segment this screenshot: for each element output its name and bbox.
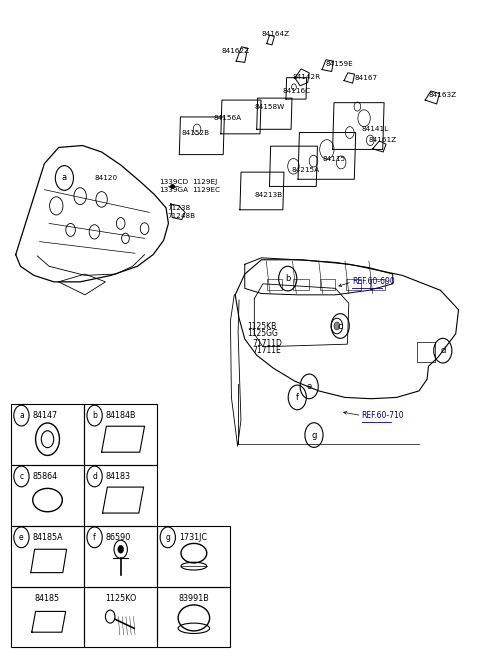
Text: g: g xyxy=(312,430,317,439)
Text: 71248B: 71248B xyxy=(168,213,195,218)
Text: 84183: 84183 xyxy=(106,472,131,481)
Text: 84185A: 84185A xyxy=(33,533,63,542)
Circle shape xyxy=(334,322,340,330)
Text: 1125GG: 1125GG xyxy=(247,329,278,338)
Bar xyxy=(293,279,309,289)
Text: d: d xyxy=(92,472,97,481)
Text: 84116C: 84116C xyxy=(283,88,311,94)
Text: f: f xyxy=(93,533,96,542)
Text: 1339CD: 1339CD xyxy=(159,179,188,185)
Bar xyxy=(11,465,84,526)
Text: b: b xyxy=(92,411,97,420)
Text: 84215A: 84215A xyxy=(291,167,320,173)
Text: 84185: 84185 xyxy=(35,594,60,602)
Bar xyxy=(320,279,335,289)
Bar xyxy=(370,279,385,289)
Text: 84120: 84120 xyxy=(95,175,118,181)
Text: 71711E: 71711E xyxy=(252,346,281,355)
Text: 85864: 85864 xyxy=(33,472,58,481)
Text: 71238: 71238 xyxy=(168,205,191,211)
Bar xyxy=(84,465,157,526)
Bar xyxy=(84,587,157,647)
Text: 83991B: 83991B xyxy=(179,594,209,602)
Text: 84162Z: 84162Z xyxy=(222,48,250,53)
Text: 84213B: 84213B xyxy=(254,192,282,198)
Text: 84115: 84115 xyxy=(322,155,345,162)
Text: 84161Z: 84161Z xyxy=(369,138,397,143)
Text: 84147: 84147 xyxy=(33,411,58,420)
Text: d: d xyxy=(440,346,445,355)
Text: 84163Z: 84163Z xyxy=(429,92,456,98)
Bar xyxy=(11,526,84,587)
Text: 84152B: 84152B xyxy=(182,130,210,136)
Bar xyxy=(11,404,84,465)
Text: 1125KB: 1125KB xyxy=(247,321,276,331)
Text: 84159E: 84159E xyxy=(326,61,354,67)
Bar xyxy=(157,526,230,587)
Text: 86590: 86590 xyxy=(106,533,131,542)
Text: c: c xyxy=(338,321,343,331)
Text: e: e xyxy=(307,382,312,391)
Text: 84142R: 84142R xyxy=(292,74,321,80)
Text: 84156A: 84156A xyxy=(214,115,242,121)
Text: a: a xyxy=(19,411,24,420)
Text: REF.60-710: REF.60-710 xyxy=(362,411,404,420)
Text: 1731JC: 1731JC xyxy=(179,533,207,542)
Text: e: e xyxy=(19,533,24,542)
Text: a: a xyxy=(62,173,67,183)
Text: 84164Z: 84164Z xyxy=(262,31,290,37)
Text: 84158W: 84158W xyxy=(254,104,285,110)
Text: 1129EC: 1129EC xyxy=(192,186,220,192)
Text: b: b xyxy=(285,274,290,283)
Text: 84184B: 84184B xyxy=(106,411,136,420)
Bar xyxy=(157,587,230,647)
Text: g: g xyxy=(165,533,170,542)
Circle shape xyxy=(118,545,123,553)
Text: c: c xyxy=(19,472,24,481)
Text: 71711D: 71711D xyxy=(252,339,282,348)
Bar xyxy=(267,279,282,289)
Text: 1125KO: 1125KO xyxy=(105,594,136,602)
Text: 84141L: 84141L xyxy=(362,126,389,132)
Text: 1339GA: 1339GA xyxy=(159,186,188,192)
Text: f: f xyxy=(296,393,299,402)
Text: 84167: 84167 xyxy=(355,75,378,81)
Bar xyxy=(346,279,361,289)
Bar xyxy=(417,342,435,362)
Text: REF.60-690: REF.60-690 xyxy=(352,277,395,286)
Bar xyxy=(84,404,157,465)
Bar xyxy=(11,587,84,647)
Text: 1129EJ: 1129EJ xyxy=(192,179,217,185)
Bar xyxy=(84,526,157,587)
